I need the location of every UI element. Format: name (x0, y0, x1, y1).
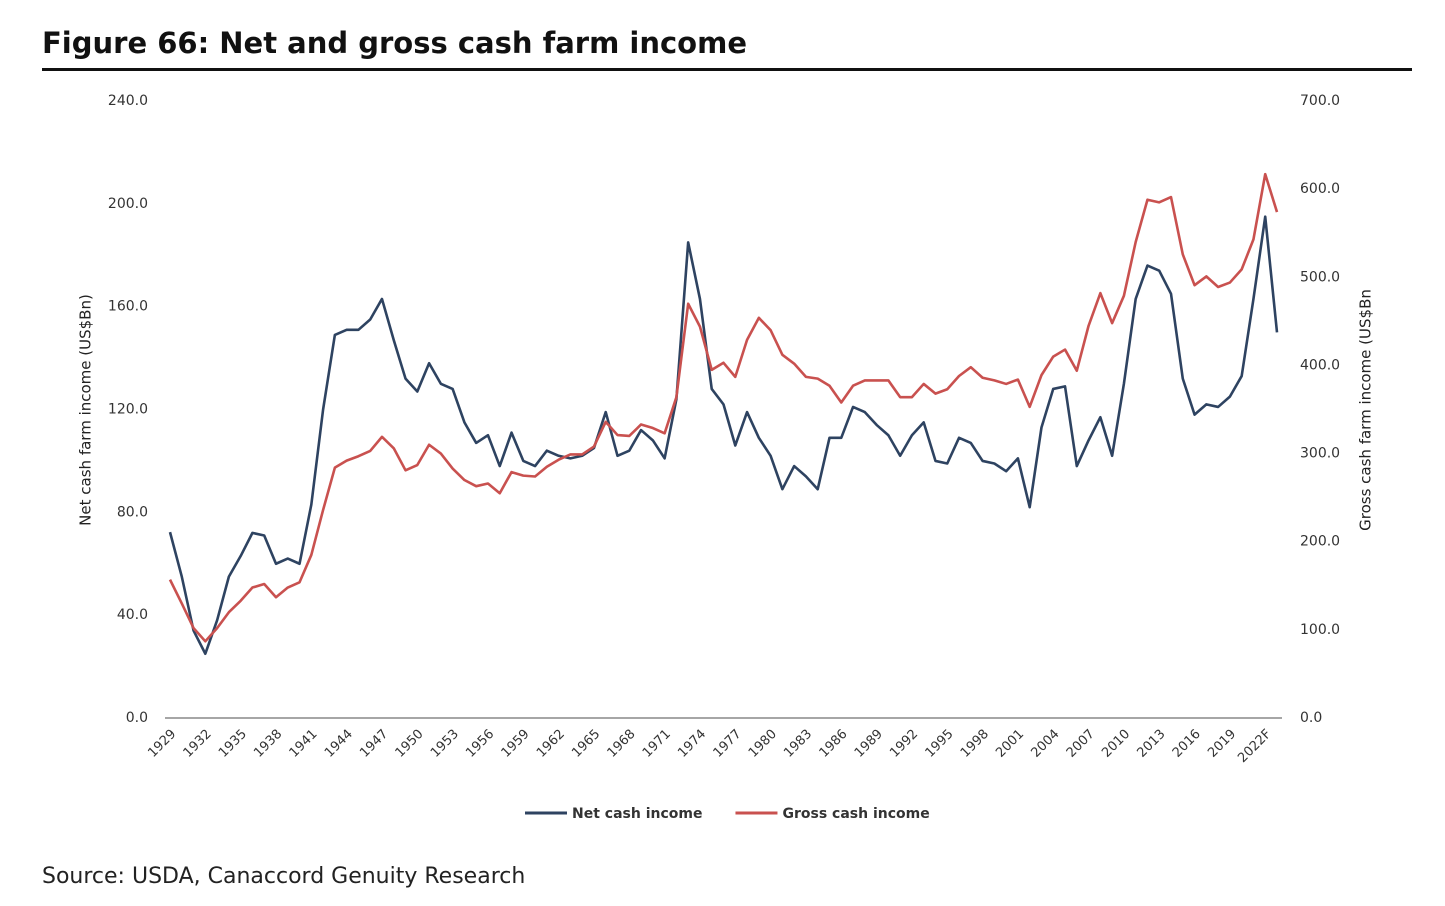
y-axis-title: Net cash farm income (US$Bn) (77, 294, 95, 526)
y-tick-label: 0.0 (126, 710, 148, 726)
y2-tick-label: 300.0 (1300, 446, 1340, 462)
x-tick-label: 1935 (216, 727, 250, 761)
x-tick-label: 1983 (781, 727, 815, 761)
x-tick-label: 2010 (1099, 727, 1133, 761)
source: Source: USDA, Canaccord Genuity Research (42, 864, 525, 889)
title-rule (42, 68, 1412, 71)
y2-tick-label: 700.0 (1300, 93, 1340, 109)
x-tick-label: 1953 (428, 727, 462, 761)
x-tick-label: 2004 (1029, 727, 1063, 761)
x-tick-label: 1989 (852, 727, 886, 761)
x-tick-label: 1998 (958, 727, 992, 761)
x-tick-label: 1950 (393, 727, 427, 761)
x-tick-label: 1929 (145, 727, 179, 761)
legend-label: Gross cash income (782, 806, 929, 822)
chart-title: Figure 66: Net and gross cash farm incom… (42, 26, 747, 60)
x-tick-label: 1965 (569, 727, 603, 761)
x-tick-label: 1995 (923, 727, 957, 761)
x-tick-label: 1974 (675, 727, 709, 761)
y2-tick-label: 0.0 (1300, 710, 1322, 726)
x-tick-label: 1941 (287, 727, 321, 761)
x-tick-label: 1956 (463, 727, 497, 761)
x-tick-label: 2007 (1064, 727, 1098, 761)
y-tick-label: 160.0 (108, 299, 148, 315)
x-tick-label: 1944 (322, 727, 356, 761)
x-tick-label: 2022F (1235, 727, 1274, 766)
y2-tick-label: 400.0 (1300, 357, 1340, 373)
y-tick-label: 200.0 (108, 196, 148, 212)
y2-tick-label: 600.0 (1300, 181, 1340, 197)
y2-tick-label: 200.0 (1300, 534, 1340, 550)
x-tick-label: 1959 (499, 727, 533, 761)
x-tick-label: 2016 (1170, 727, 1204, 761)
x-tick-label: 1962 (534, 727, 568, 761)
x-tick-label: 1992 (887, 727, 921, 761)
y2-tick-label: 100.0 (1300, 622, 1340, 638)
y-tick-label: 40.0 (117, 607, 148, 623)
x-tick-label: 1938 (251, 727, 285, 761)
y2-axis-title: Gross cash farm income (US$Bn (1357, 289, 1375, 531)
x-tick-label: 2013 (1135, 727, 1169, 761)
legend-label: Net cash income (572, 806, 702, 822)
x-tick-label: 1968 (605, 727, 639, 761)
y2-tick-label: 500.0 (1300, 269, 1340, 285)
x-tick-label: 1932 (181, 727, 215, 761)
y-tick-label: 240.0 (108, 93, 148, 109)
x-tick-label: 2001 (993, 727, 1027, 761)
y-tick-label: 80.0 (117, 504, 148, 520)
y-tick-label: 120.0 (108, 402, 148, 418)
series-line (168, 215, 1279, 656)
x-tick-label: 1947 (357, 727, 391, 761)
x-tick-label: 1971 (640, 727, 674, 761)
series-line (168, 172, 1279, 643)
x-tick-label: 1986 (817, 727, 851, 761)
x-tick-label: 1980 (746, 727, 780, 761)
x-tick-label: 1977 (711, 727, 745, 761)
